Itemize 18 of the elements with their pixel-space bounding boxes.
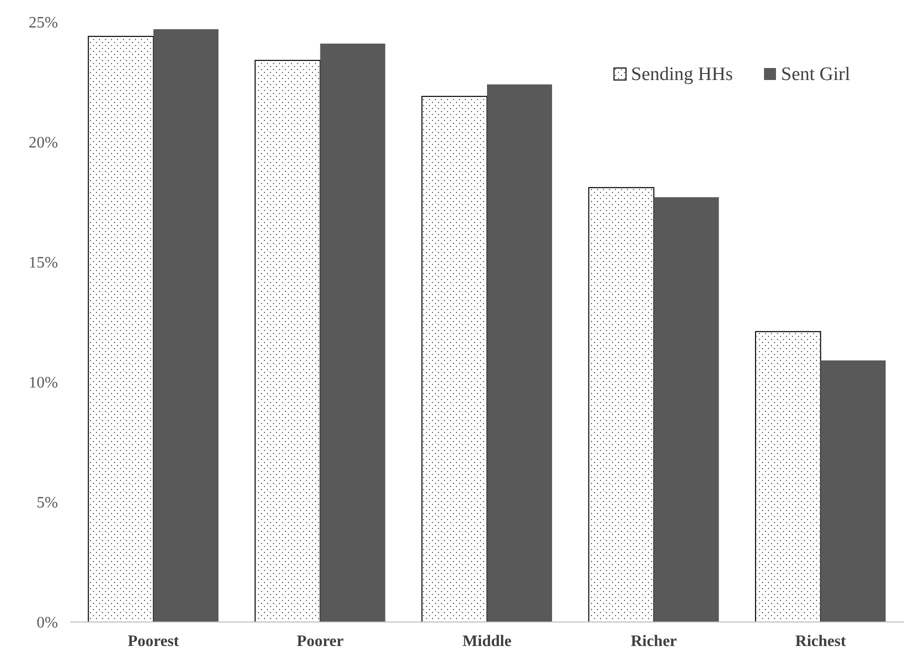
x-tick-label: Poorer [296, 633, 344, 650]
y-tick-label: 10% [28, 374, 58, 392]
x-tick-label: Poorest [128, 633, 180, 650]
y-tick-label: 15% [28, 254, 58, 272]
bar [654, 197, 719, 622]
bar [487, 84, 552, 622]
legend-label: Sending HHs [631, 64, 733, 85]
y-tick-label: 20% [28, 134, 58, 152]
bar [820, 360, 886, 622]
y-tick-label: 5% [36, 494, 58, 512]
y-tick-label: 25% [28, 14, 58, 32]
x-tick-label: Middle [462, 633, 512, 650]
legend-label: Sent Girl [781, 64, 850, 85]
x-tick-label: Richest [795, 633, 847, 650]
y-tick-label: 0% [36, 614, 58, 632]
bar [153, 29, 218, 622]
x-tick-label: Richer [630, 633, 677, 650]
bar [320, 44, 386, 622]
